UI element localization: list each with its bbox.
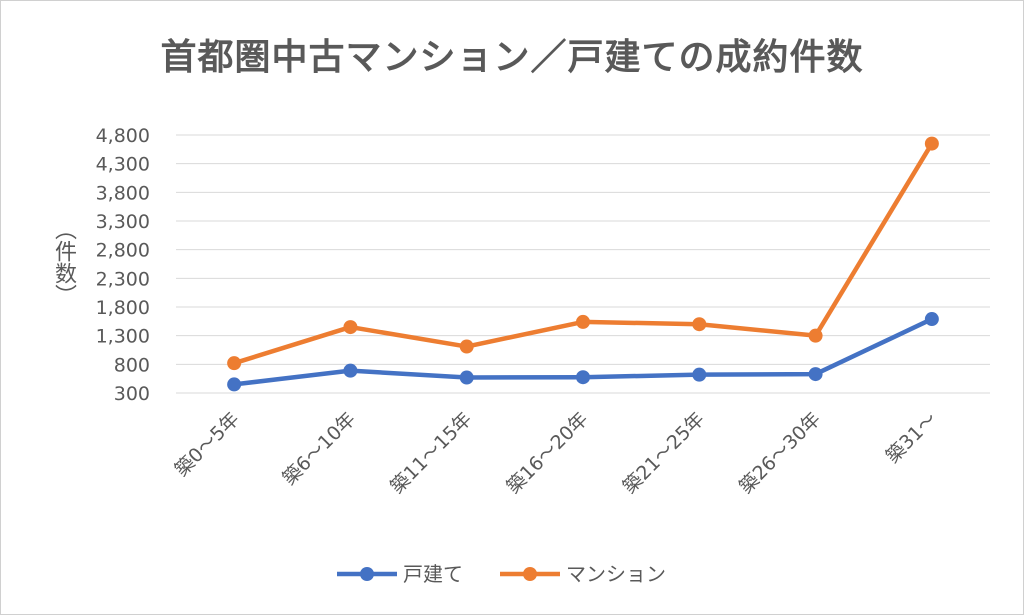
y-tick-label: 1,800: [96, 297, 150, 319]
data-point: [692, 367, 707, 382]
x-category-label: 築0～5年: [171, 408, 244, 481]
data-point: [924, 136, 939, 151]
y-tick-label: 3,300: [96, 211, 150, 233]
x-category-label: 築11～15年: [386, 408, 476, 498]
legend-marker: [523, 567, 537, 581]
data-point: [576, 314, 590, 329]
y-tick-label: 1,300: [96, 326, 150, 348]
y-axis-label: （件数）: [48, 218, 78, 314]
y-axis-label-text: （件数）: [51, 218, 76, 306]
y-tick-label: 300: [114, 383, 150, 405]
y-tick-label: 2,800: [96, 240, 150, 262]
data-point: [924, 312, 939, 327]
data-point: [808, 367, 823, 382]
series-lines: [231, 141, 935, 387]
series-points: [227, 136, 939, 392]
y-tick-label: 4,300: [96, 154, 150, 176]
grid-lines: [176, 134, 990, 394]
series-line-1: [231, 141, 935, 366]
legend: 戸建て マンション: [337, 562, 666, 586]
y-tick-label: 800: [114, 354, 150, 376]
x-category-label: 築6～10年: [278, 408, 360, 490]
x-category-label: 築26～30年: [735, 408, 825, 498]
x-category-label: 築21～25年: [619, 408, 709, 498]
x-category-labels: 築0～5年 築6～10年 築11～15年 築16～20年 築21～25年 築26～30年築…: [171, 408, 942, 498]
x-category-label: 築16～20年: [502, 408, 592, 498]
data-point: [576, 370, 590, 385]
legend-label: マンション: [566, 562, 666, 586]
data-point: [227, 356, 242, 371]
data-point: [343, 320, 358, 335]
data-point: [343, 363, 358, 378]
data-point: [227, 377, 242, 392]
chart-title: 首都圏中古マンション／戸建ての成約件数: [160, 37, 864, 78]
data-point: [692, 317, 707, 332]
x-category-label: 築31～: [882, 408, 942, 468]
legend-label: 戸建て: [403, 562, 463, 586]
y-tick-label: 3,800: [96, 182, 150, 204]
data-point: [459, 370, 474, 385]
legend-marker: [360, 567, 374, 581]
y-tick-label: 2,300: [96, 268, 150, 290]
data-point: [808, 328, 823, 343]
data-point: [459, 339, 474, 354]
y-tick-label: 4,800: [96, 125, 150, 147]
y-tick-labels: 300 800 1,300 1,800 2,300 2,800 3,300 3,800 4,30…: [96, 125, 150, 405]
